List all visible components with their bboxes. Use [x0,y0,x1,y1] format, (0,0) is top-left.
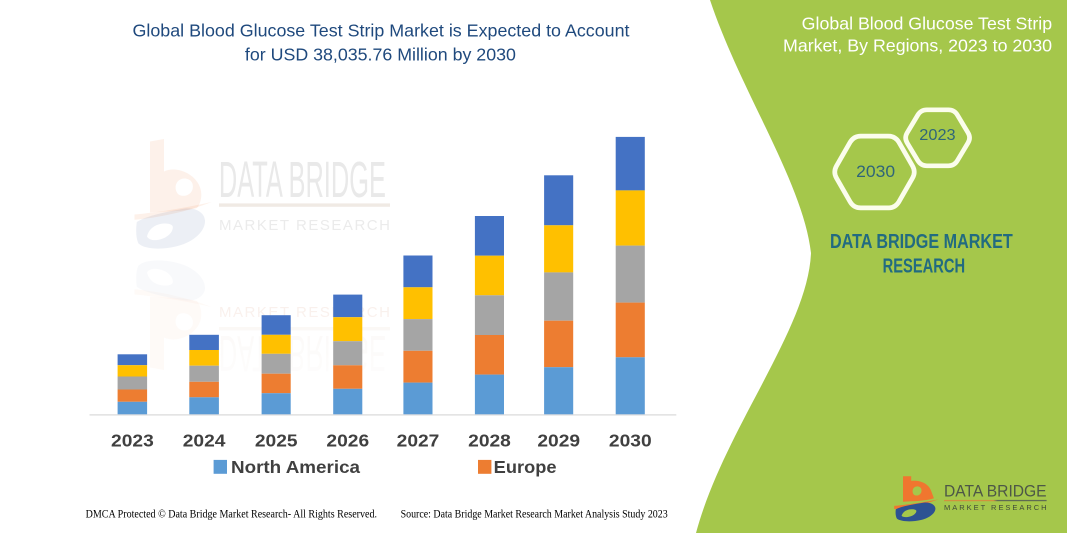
svg-text:2029: 2029 [537,431,580,451]
svg-text:2023: 2023 [111,431,154,451]
svg-text:2027: 2027 [397,431,440,451]
svg-text:RESEARCH: RESEARCH [883,256,966,278]
svg-text:2030: 2030 [856,163,895,181]
svg-text:2024: 2024 [183,431,226,451]
svg-text:DATA BRIDGE MARKET: DATA BRIDGE MARKET [830,231,1013,253]
svg-text:Europe: Europe [494,457,557,477]
svg-text:2023: 2023 [919,127,955,144]
svg-text:Source: Data Bridge Market Res: Source: Data Bridge Market Research Mark… [401,507,668,521]
svg-text:Global Blood Glucose Test Stri: Global Blood Glucose Test Strip [802,14,1052,34]
svg-text:DATA BRIDGE: DATA BRIDGE [219,151,386,208]
svg-text:DMCA Protected © Data Bridge M: DMCA Protected © Data Bridge Market Rese… [86,507,377,521]
svg-text:MARKET RESEARCH: MARKET RESEARCH [219,217,390,234]
svg-text:2028: 2028 [468,431,511,451]
svg-text:DATA BRIDGE: DATA BRIDGE [944,483,1047,501]
svg-text:for USD 38,035.76 Million by 2: for USD 38,035.76 Million by 2030 [245,44,516,64]
svg-text:MARKET RESEARCH: MARKET RESEARCH [944,503,1047,512]
svg-text:2026: 2026 [326,431,369,451]
svg-text:2030: 2030 [609,431,652,451]
svg-text:Global Blood Glucose Test Stri: Global Blood Glucose Test Strip Market i… [133,20,630,40]
svg-text:2025: 2025 [255,431,298,451]
svg-text:North America: North America [231,457,360,477]
svg-text:MARKET RESEARCH: MARKET RESEARCH [219,304,390,321]
svg-text:Market, By Regions, 2023 to 20: Market, By Regions, 2023 to 2030 [783,35,1052,55]
